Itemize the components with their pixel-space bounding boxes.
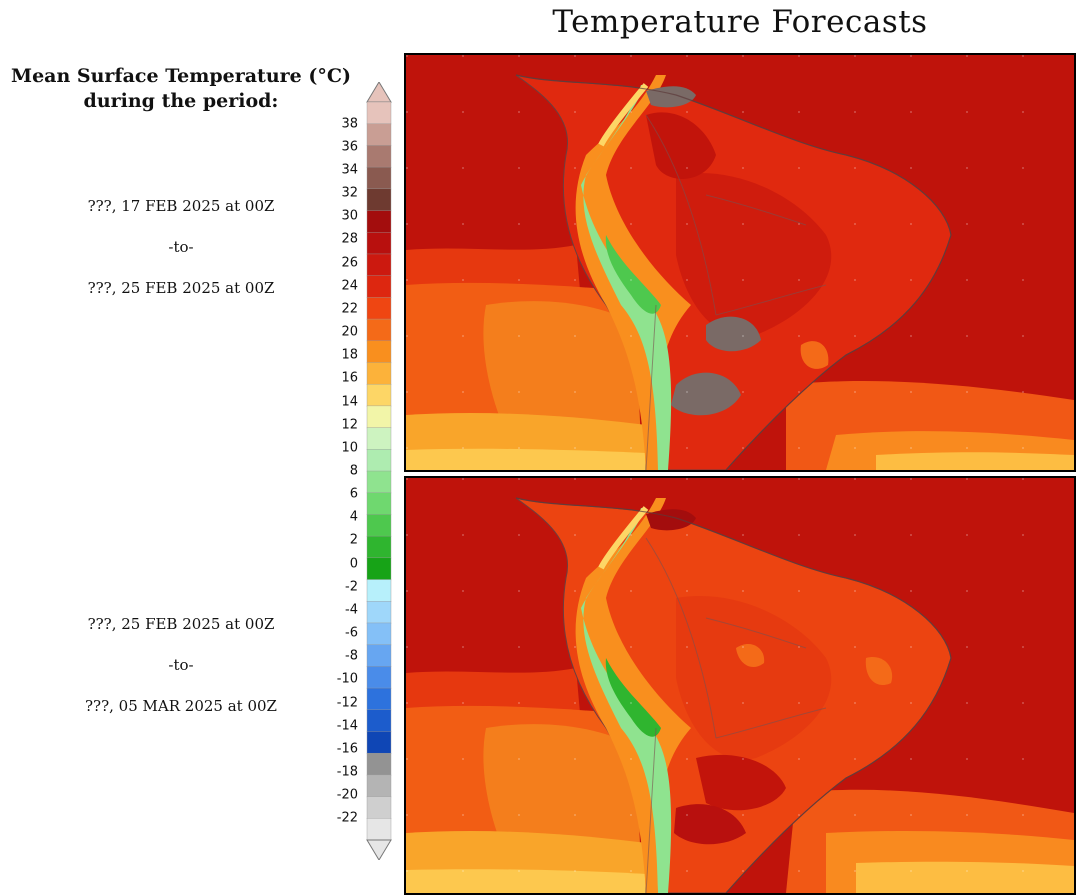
colorbar-tick-label: -14 [336,718,358,734]
colorbar-segment [366,622,392,646]
colorbar-tick-label: 16 [341,370,358,386]
colorbar-tick-label: 2 [349,532,358,548]
forecast-map-period-2[interactable] [404,476,1076,895]
colorbar-tick-label: -2 [345,579,358,595]
lat-lon-grid [406,478,1074,893]
period-1-separator: -to- [168,238,194,256]
colorbar-tick-label: -16 [336,741,358,757]
colorbar-tick-label: -6 [345,625,358,641]
colorbar-tick-label: -20 [336,787,358,803]
colorbar-tick-label: 26 [341,255,358,271]
colorbar-tick-label: -4 [345,602,358,618]
map-1-graphic [406,55,1074,470]
colorbar-segment [366,427,392,450]
colorbar-tick-label: 10 [341,440,358,456]
period-2-start: ???, 25 FEB 2025 at 00Z [87,615,275,633]
colorbar-segment [366,318,392,342]
colorbar-segment [366,145,392,168]
colorbar-bottom-arrow [366,839,392,860]
colorbar-tick-label: -18 [336,764,358,780]
colorbar-segment [366,470,392,494]
colorbar-segment [366,774,392,798]
period-1-start: ???, 17 FEB 2025 at 00Z [87,197,275,215]
colorbar-tick-label: 6 [349,486,358,502]
period-1-end: ???, 25 FEB 2025 at 00Z [87,279,275,297]
colorbar-segment [366,579,392,602]
period-2-end: ???, 05 MAR 2025 at 00Z [85,697,277,715]
colorbar-segment [366,666,392,689]
colorbar-tick-label: 34 [341,162,358,178]
colorbar-tick-label: 0 [349,556,358,572]
colorbar-tick-label: 14 [341,394,358,410]
colorbar-segment [366,514,392,537]
page-title: Temperature Forecasts [552,4,928,40]
colorbar-tick-label: 24 [341,278,358,294]
colorbar-segment [366,123,392,147]
legend-heading-line1: Mean Surface Temperature (°C) [11,65,351,87]
temperature-colorbar [366,82,392,860]
colorbar-tick-label: 38 [341,116,358,132]
colorbar-segment [366,340,392,364]
period-1-label: ???, 17 FEB 2025 at 00Z -to- ???, 25 FEB… [0,196,362,319]
colorbar-tick-label: 20 [341,324,358,340]
legend-heading-line2: during the period: [83,90,279,112]
colorbar-segment [366,362,392,385]
colorbar-tick-label: 32 [341,185,358,201]
colorbar-segment [366,188,392,212]
colorbar-segment [366,275,392,299]
colorbar-segment [366,752,392,776]
colorbar-tick-label: -12 [336,695,358,711]
colorbar-segment [366,405,392,429]
colorbar-segment [366,492,392,516]
colorbar-segment [366,535,392,559]
colorbar-segment [366,383,392,407]
legend-heading: Mean Surface Temperature (°C) during the… [0,64,362,114]
period-2-separator: -to- [168,656,194,674]
colorbar-segment [366,731,392,754]
map-2-graphic [406,478,1074,893]
colorbar-segment [366,644,392,668]
colorbar-segment [366,253,392,277]
colorbar-tick-label: 22 [341,301,358,317]
colorbar-segment [366,796,392,819]
colorbar-segment [366,709,392,733]
colorbar-segment [366,166,392,190]
colorbar-tick-label: 4 [349,509,358,525]
lat-lon-grid [406,55,1074,470]
colorbar-segment [366,601,392,624]
colorbar-segment [366,297,392,320]
colorbar-segment [366,557,392,581]
colorbar-segment [366,232,392,255]
colorbar-tick-label: 30 [341,208,358,224]
colorbar-segment [366,101,392,125]
colorbar-segment [366,210,392,233]
colorbar-tick-label: 8 [349,463,358,479]
colorbar-segment [366,449,392,472]
colorbar-tick-label: 12 [341,417,358,433]
colorbar-tick-label: 36 [341,139,358,155]
forecast-map-period-1[interactable] [404,53,1076,472]
period-2-label: ???, 25 FEB 2025 at 00Z -to- ???, 05 MAR… [0,614,362,737]
colorbar-segment [366,687,392,711]
colorbar-top-arrow [366,82,392,103]
colorbar-segment [366,818,392,841]
colorbar-tick-label: -10 [336,671,358,687]
colorbar-tick-label: 18 [341,347,358,363]
colorbar-tick-label: 28 [341,231,358,247]
colorbar-tick-label: -8 [345,648,358,664]
colorbar-tick-label: -22 [336,810,358,826]
